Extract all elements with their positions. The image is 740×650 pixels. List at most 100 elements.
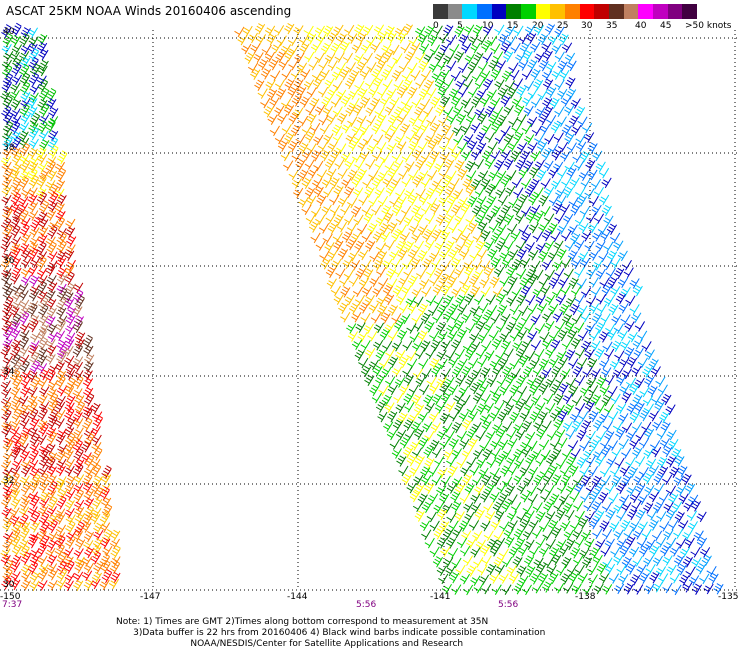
wind-barb — [72, 411, 83, 423]
wind-barb — [410, 70, 421, 81]
wind-barb — [610, 286, 621, 297]
wind-barb — [446, 170, 457, 181]
wind-barb — [566, 60, 577, 72]
wind-barb — [2, 489, 13, 501]
wind-barb — [18, 63, 30, 78]
wind-barb — [447, 195, 458, 207]
wind-barb — [18, 283, 29, 294]
lon-label-144: -144 — [287, 592, 308, 602]
wind-barb — [534, 348, 545, 360]
wind-barb — [360, 365, 372, 378]
wind-barb — [439, 152, 450, 163]
wind-barb — [64, 465, 75, 477]
wind-barb — [1, 400, 12, 415]
wind-barb — [547, 465, 558, 477]
wind-barb — [511, 96, 522, 108]
wind-barb — [552, 287, 563, 298]
wind-barb — [417, 114, 429, 125]
wind-barb — [38, 422, 49, 437]
wind-barb — [27, 265, 38, 277]
wind-barb — [556, 350, 567, 362]
wind-barb — [450, 96, 462, 108]
wind-barb — [327, 222, 338, 235]
wind-barb — [551, 554, 562, 566]
wind-barb — [467, 411, 478, 422]
wind-barb — [424, 240, 435, 251]
wind-barb — [11, 163, 22, 175]
wind-barb — [403, 374, 414, 386]
wind-barb — [19, 410, 30, 422]
wind-barb — [29, 521, 41, 533]
wind-barb — [581, 419, 592, 432]
wind-barb — [636, 537, 648, 549]
wind-barb — [468, 34, 479, 46]
wind-barb — [48, 144, 59, 159]
wind-barb — [554, 26, 565, 38]
wind-barb — [327, 250, 338, 261]
wind-barb — [1, 494, 12, 509]
wind-barb — [488, 330, 499, 341]
wind-barb — [337, 113, 348, 125]
wind-barb — [480, 367, 491, 379]
wind-barb — [651, 530, 663, 542]
wind-barb — [512, 203, 523, 216]
wind-barb — [444, 269, 455, 280]
wind-barb — [473, 448, 484, 460]
wind-barb — [446, 60, 457, 72]
wind-barb — [109, 560, 121, 575]
wind-barb — [344, 24, 355, 36]
wind-barb — [452, 188, 464, 200]
wind-barb — [535, 295, 546, 306]
wind-barb — [37, 555, 48, 567]
wind-barb — [360, 42, 371, 54]
wind-barb — [20, 98, 31, 110]
wind-barb — [314, 52, 325, 63]
wind-barb — [541, 367, 552, 379]
wind-barb — [387, 356, 399, 368]
wind-barb — [250, 68, 261, 80]
wind-barb — [628, 546, 640, 558]
wind-barb — [353, 104, 364, 116]
wind-barb — [569, 491, 580, 503]
wind-barb — [334, 52, 345, 63]
wind-barb — [92, 497, 103, 510]
wind-barb — [447, 547, 459, 559]
wind-barb — [64, 507, 75, 519]
wind-barb — [479, 96, 491, 107]
wind-barb — [479, 491, 491, 503]
wind-barb — [426, 267, 437, 278]
wind-barb — [684, 537, 695, 549]
wind-barb — [439, 383, 450, 395]
wind-barb — [45, 547, 56, 559]
wind-barb — [422, 421, 433, 433]
wind-barb — [599, 194, 610, 206]
wind-barb — [569, 412, 580, 423]
wind-barb — [571, 125, 582, 136]
wind-barb — [510, 502, 522, 513]
wind-barb — [556, 195, 567, 206]
wind-barb — [454, 402, 465, 414]
wind-barb — [669, 573, 681, 584]
wind-barb — [522, 503, 533, 515]
wind-barb — [540, 206, 551, 217]
wind-barb — [660, 545, 671, 557]
wind-barb — [379, 152, 391, 164]
legend-swatch — [506, 4, 522, 19]
wind-barb — [648, 465, 660, 476]
wind-barb — [20, 563, 32, 576]
wind-barb — [357, 140, 368, 152]
wind-barb — [551, 43, 562, 55]
wind-barb — [632, 447, 643, 459]
wind-barb — [556, 565, 567, 576]
wind-barb — [542, 311, 553, 323]
wind-barb — [483, 266, 495, 279]
wind-barb — [289, 44, 300, 55]
wind-barb — [515, 400, 526, 413]
wind-barb — [397, 329, 408, 342]
wind-barb — [427, 169, 438, 181]
wind-barb — [320, 42, 332, 55]
wind-barb — [46, 169, 58, 182]
wind-barb — [268, 59, 279, 71]
wind-barb — [293, 107, 304, 119]
wind-barb — [576, 456, 587, 469]
